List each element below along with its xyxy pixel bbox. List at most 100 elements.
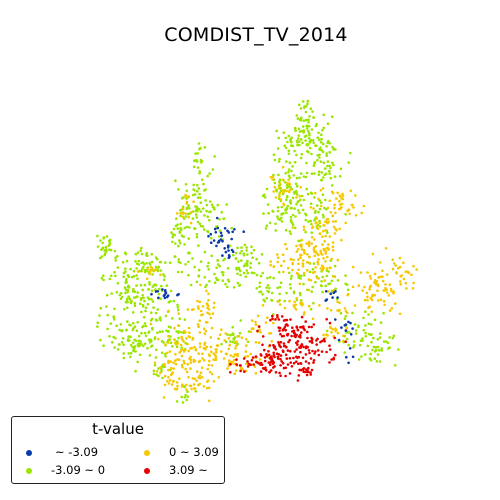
map-point-midlow-266: [271, 210, 275, 213]
map-point-midlow-942: [283, 299, 287, 303]
map-point-midhigh-107: [322, 223, 325, 227]
map-point-midlow-35: [303, 105, 306, 108]
map-point-midlow-426: [171, 235, 174, 239]
map-point-midlow-93: [308, 141, 312, 144]
map-point-midlow-678: [105, 305, 108, 308]
map-point-midhigh-447: [235, 344, 238, 348]
map-point-midlow-814: [115, 324, 118, 328]
map-point-midhigh-316: [181, 215, 185, 219]
map-point-midlow-73: [284, 136, 288, 140]
map-point-midhigh-511: [254, 372, 258, 375]
map-point-high-18: [296, 328, 300, 332]
map-point-high-197: [268, 356, 272, 360]
map-point-midlow-454: [195, 233, 199, 236]
map-point-midlow-324: [198, 171, 201, 175]
map-point-low-9: [242, 230, 245, 233]
map-point-midlow-167: [320, 148, 323, 152]
map-point-high-26: [304, 360, 308, 363]
map-point-high-174: [271, 317, 274, 321]
map-point-midhigh-357: [196, 299, 199, 303]
map-point-midhigh-214: [316, 260, 320, 264]
map-point-midlow-752: [154, 283, 158, 287]
map-point-midhigh-578: [189, 384, 193, 388]
map-point-high-152: [272, 366, 275, 369]
map-point-midlow-636: [132, 269, 136, 273]
map-point-midlow-1058: [370, 340, 373, 344]
map-point-midhigh-48: [341, 192, 344, 196]
map-point-midhigh-298: [396, 266, 400, 270]
map-point-midlow-808: [106, 327, 109, 331]
map-point-midhigh-364: [187, 326, 191, 330]
map-point-midhigh-559: [167, 361, 170, 365]
map-point-midhigh-615: [257, 341, 261, 345]
map-point-midlow-558: [240, 246, 243, 249]
map-point-midlow-810: [120, 341, 124, 344]
map-point-midhigh-297: [388, 283, 392, 287]
map-point-midlow-508: [232, 253, 235, 257]
map-point-midlow-254: [290, 187, 294, 191]
map-point-high-11: [282, 342, 286, 345]
legend-box: t-value ~ -3.09 0 ~ 3.09 -3.09 ~ 0 3.09 …: [11, 416, 225, 484]
map-point-midlow-536: [250, 271, 254, 275]
map-point-midlow-507: [204, 285, 207, 289]
map-point-midlow-251: [276, 206, 280, 209]
map-point-midlow-100: [284, 146, 288, 150]
map-point-midlow-124: [322, 126, 326, 130]
map-point-midhigh-262: [381, 269, 384, 273]
map-point-midlow-829: [137, 334, 141, 338]
map-point-midlow-799: [121, 337, 125, 340]
map-point-low-10: [215, 244, 218, 248]
map-point-midhigh-597: [254, 320, 257, 324]
map-point-high-92: [333, 336, 337, 340]
map-point-high-190: [273, 355, 276, 359]
map-point-low-67: [351, 327, 354, 330]
map-point-midhigh-654: [326, 334, 329, 337]
map-point-midhigh-237: [382, 299, 386, 303]
map-point-midlow-46: [300, 129, 304, 133]
map-point-midlow-297: [326, 231, 329, 235]
map-point-midlow-944: [290, 274, 293, 278]
map-point-midhigh-291: [412, 264, 415, 268]
map-point-midhigh-152: [311, 226, 314, 229]
map-point-midhigh-501: [234, 369, 238, 372]
map-point-midlow-302: [315, 204, 319, 207]
map-point-midhigh-502: [214, 356, 218, 359]
map-point-midhigh-215: [313, 254, 317, 258]
map-point-low-71: [347, 361, 350, 365]
map-point-midhigh-369: [174, 353, 177, 356]
map-point-midhigh-280: [394, 302, 397, 305]
map-point-midlow-451: [180, 270, 184, 274]
map-point-midlow-366: [177, 188, 180, 191]
map-point-midlow-951: [311, 285, 315, 289]
map-point-midhigh-311: [175, 212, 179, 215]
map-point-midhigh-414: [174, 362, 178, 366]
map-point-low-0: [214, 231, 218, 234]
map-point-midhigh-281: [387, 294, 391, 297]
map-point-midlow-462: [193, 227, 196, 230]
map-point-high-116: [309, 357, 313, 360]
map-point-high-33: [256, 329, 259, 333]
map-point-high-139: [268, 344, 272, 347]
map-point-midlow-783: [126, 306, 129, 310]
map-point-midlow-854: [137, 344, 140, 348]
map-point-midhigh-568: [195, 370, 199, 373]
map-point-midhigh-463: [218, 333, 222, 337]
map-point-midlow-612: [159, 269, 163, 272]
map-point-midhigh-54: [328, 199, 332, 203]
map-point-midlow-1088: [231, 333, 234, 336]
map-point-midhigh-190: [314, 266, 318, 269]
map-point-midhigh-630: [293, 306, 297, 309]
map-point-midlow-553: [239, 273, 242, 277]
map-point-high-108: [330, 358, 333, 361]
map-point-midlow-336: [203, 146, 207, 149]
map-point-midlow-601: [162, 278, 166, 282]
map-point-high-230: [242, 357, 246, 360]
map-point-midlow-518: [221, 273, 225, 277]
map-point-midlow-98: [287, 134, 291, 138]
map-point-high-109: [325, 350, 328, 354]
map-point-midlow-261: [300, 194, 304, 198]
map-point-high-98: [301, 356, 305, 360]
map-point-midlow-959: [297, 276, 300, 279]
map-point-midhigh-548: [167, 376, 170, 379]
map-point-midhigh-647: [345, 327, 349, 330]
